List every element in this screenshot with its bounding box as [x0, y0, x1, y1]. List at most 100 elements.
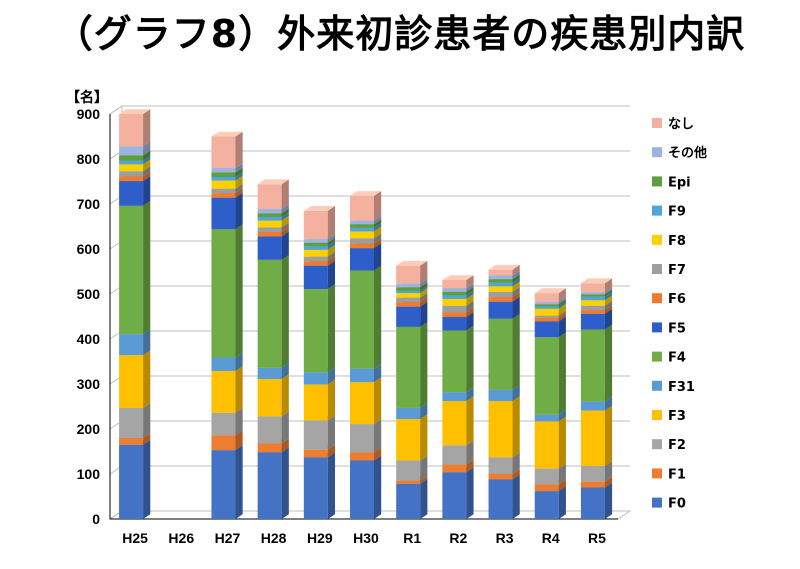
legend-item-F0: F0	[652, 497, 686, 512]
bar-front	[488, 479, 513, 519]
legend-swatch	[652, 264, 662, 274]
bar-side	[604, 305, 613, 314]
bar-side	[143, 329, 151, 356]
bar-side	[235, 183, 243, 194]
bar-front	[488, 275, 513, 280]
bar-segment-F0-H25	[119, 439, 151, 519]
bar-side	[558, 288, 566, 303]
bar-side	[143, 166, 151, 177]
bar-front	[119, 176, 144, 182]
bar-segment-なし-H28	[257, 179, 289, 209]
bar-front	[442, 280, 467, 289]
bar-side	[604, 309, 613, 330]
bar-side	[281, 231, 289, 260]
legend-item-F3: F3	[652, 409, 686, 424]
bar-side	[466, 440, 474, 465]
bar-front	[396, 306, 421, 327]
bar-front	[580, 487, 605, 519]
bar-side	[143, 403, 151, 438]
legend-item-F2: F2	[652, 438, 686, 453]
bar-front	[534, 302, 559, 305]
bar-side	[420, 479, 428, 519]
bar-side	[420, 292, 428, 303]
bar-side	[327, 415, 336, 450]
legend-label: F3	[668, 409, 686, 424]
bar-side	[374, 419, 382, 453]
bar-front	[303, 384, 328, 421]
bar-segment-なし-H30	[350, 191, 382, 221]
bar-front	[488, 401, 513, 458]
bars	[119, 109, 613, 519]
bar-side	[466, 325, 474, 393]
bar-front	[442, 401, 467, 446]
bar-side	[512, 270, 520, 280]
bar-front	[488, 282, 513, 287]
bar-front	[119, 160, 144, 165]
bar-side	[143, 439, 151, 519]
bar-side	[327, 241, 336, 250]
bar-front	[580, 410, 605, 466]
bar-side	[143, 141, 151, 156]
bar-segment-F3-R1	[396, 414, 428, 461]
bar-side	[420, 414, 428, 461]
legend-item-F1: F1	[652, 467, 686, 482]
bar-front	[211, 370, 236, 413]
y-tick-label: 500	[77, 286, 101, 302]
bar-side	[604, 324, 613, 402]
bar-front	[350, 460, 374, 519]
y-tick-label: 0	[92, 511, 100, 527]
bar-front	[350, 220, 374, 225]
bar-front	[303, 249, 328, 257]
bar-side	[558, 332, 566, 415]
bar-front	[303, 420, 328, 450]
bar-front	[211, 357, 236, 371]
bar-front	[396, 460, 421, 481]
legend-label: F8	[668, 234, 686, 249]
chart-title: （グラフ8）外来初診患者の疾患別内訳	[54, 12, 746, 56]
bar-side	[281, 227, 289, 237]
bar-side	[420, 475, 428, 484]
bar-front	[580, 481, 605, 488]
bar-front	[350, 195, 374, 221]
bar-front	[119, 205, 144, 335]
bar-side	[466, 467, 474, 519]
bar-front	[303, 256, 328, 262]
bar-side	[420, 455, 428, 481]
bar-side	[512, 313, 520, 390]
bar-side	[327, 245, 336, 257]
bar-front	[396, 293, 421, 298]
bar-side	[235, 224, 243, 358]
bar-front	[488, 318, 513, 390]
bar-front	[488, 291, 513, 298]
bar-side	[466, 290, 474, 299]
bar-front	[303, 449, 328, 458]
bar-side	[420, 322, 428, 408]
bar-front	[442, 312, 467, 317]
bar-front	[303, 210, 328, 240]
bar-side	[281, 204, 289, 214]
bar-front	[488, 297, 513, 302]
bar-side	[466, 283, 474, 292]
bar-side	[374, 191, 382, 221]
bar-front	[257, 220, 282, 228]
bar-side	[281, 363, 289, 380]
legend-label: F2	[668, 438, 686, 453]
x-tick-label-R2: R2	[449, 530, 467, 546]
bar-front	[534, 293, 559, 303]
bar-segment-F3-R4	[534, 416, 566, 469]
bar-side	[374, 447, 382, 461]
bar-side	[604, 300, 613, 311]
bar-front	[442, 288, 467, 292]
bar-segment-F5-H27	[211, 192, 243, 230]
bar-side	[604, 396, 613, 411]
legend-item-Epi: Epi	[652, 175, 691, 190]
bar-segment-なし-R2	[442, 275, 474, 289]
bar-segment-なし-R5	[580, 278, 613, 293]
legend-label: F6	[668, 292, 686, 307]
bar-front	[119, 164, 144, 172]
bar-front	[442, 392, 467, 402]
bar-side	[512, 264, 520, 276]
bar-front	[211, 168, 236, 173]
bar-side	[420, 301, 428, 327]
